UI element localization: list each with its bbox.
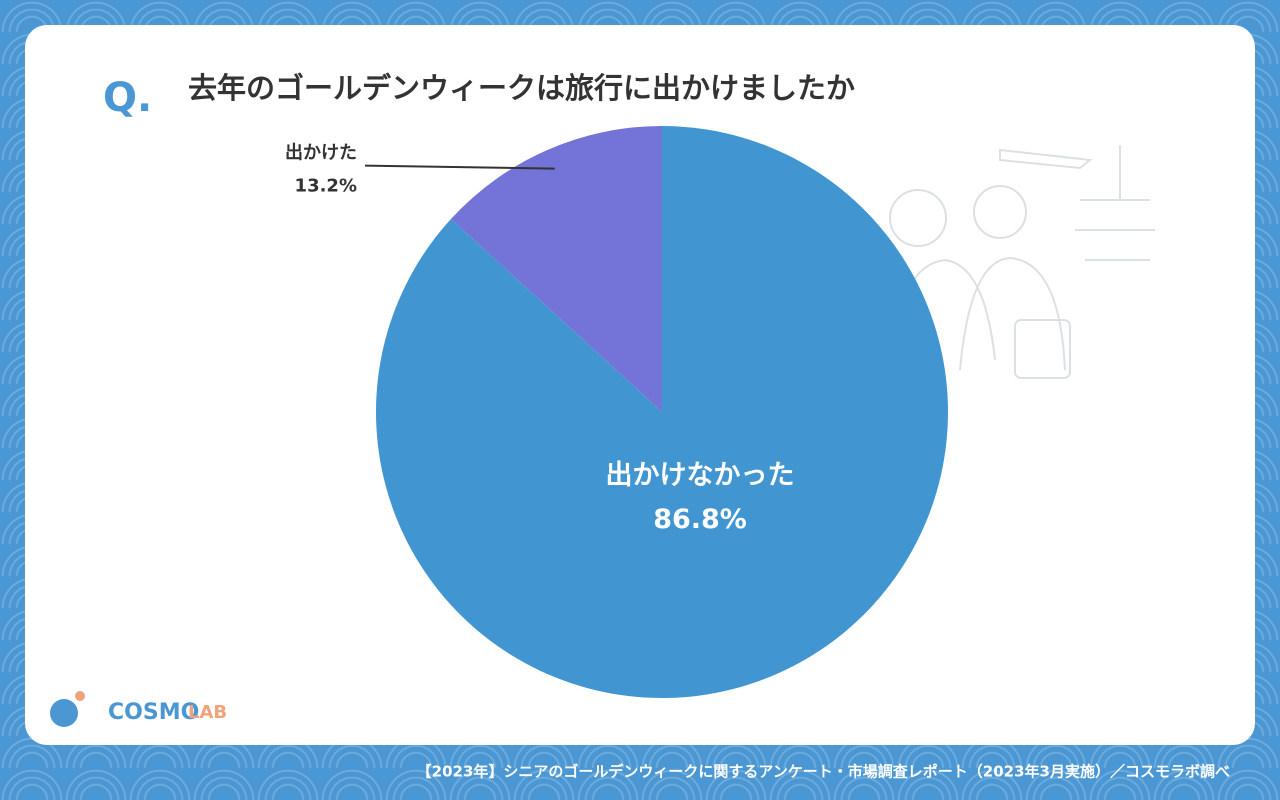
pie-slice (376, 126, 949, 699)
question-prefix: Q. (103, 75, 152, 121)
source-note: 【2023年】シニアのゴールデンウィークに関するアンケート・市場調査レポート（2… (417, 763, 1230, 781)
pie-slice (451, 125, 662, 412)
slice-label: 出かけなかった (606, 460, 795, 491)
logo-text: LAB (188, 702, 227, 723)
chart-title: 去年のゴールデンウィークは旅行に出かけましたか (188, 71, 855, 105)
leader-line (364, 164, 555, 170)
logo-text: COSMO (108, 700, 199, 725)
slice-label: 出かけた (285, 142, 357, 164)
illustration (889, 145, 1155, 379)
logo-icon (50, 699, 78, 727)
logo-icon (75, 691, 85, 701)
value-label: 86.8% (653, 504, 747, 535)
value-label: 13.2% (295, 176, 357, 197)
